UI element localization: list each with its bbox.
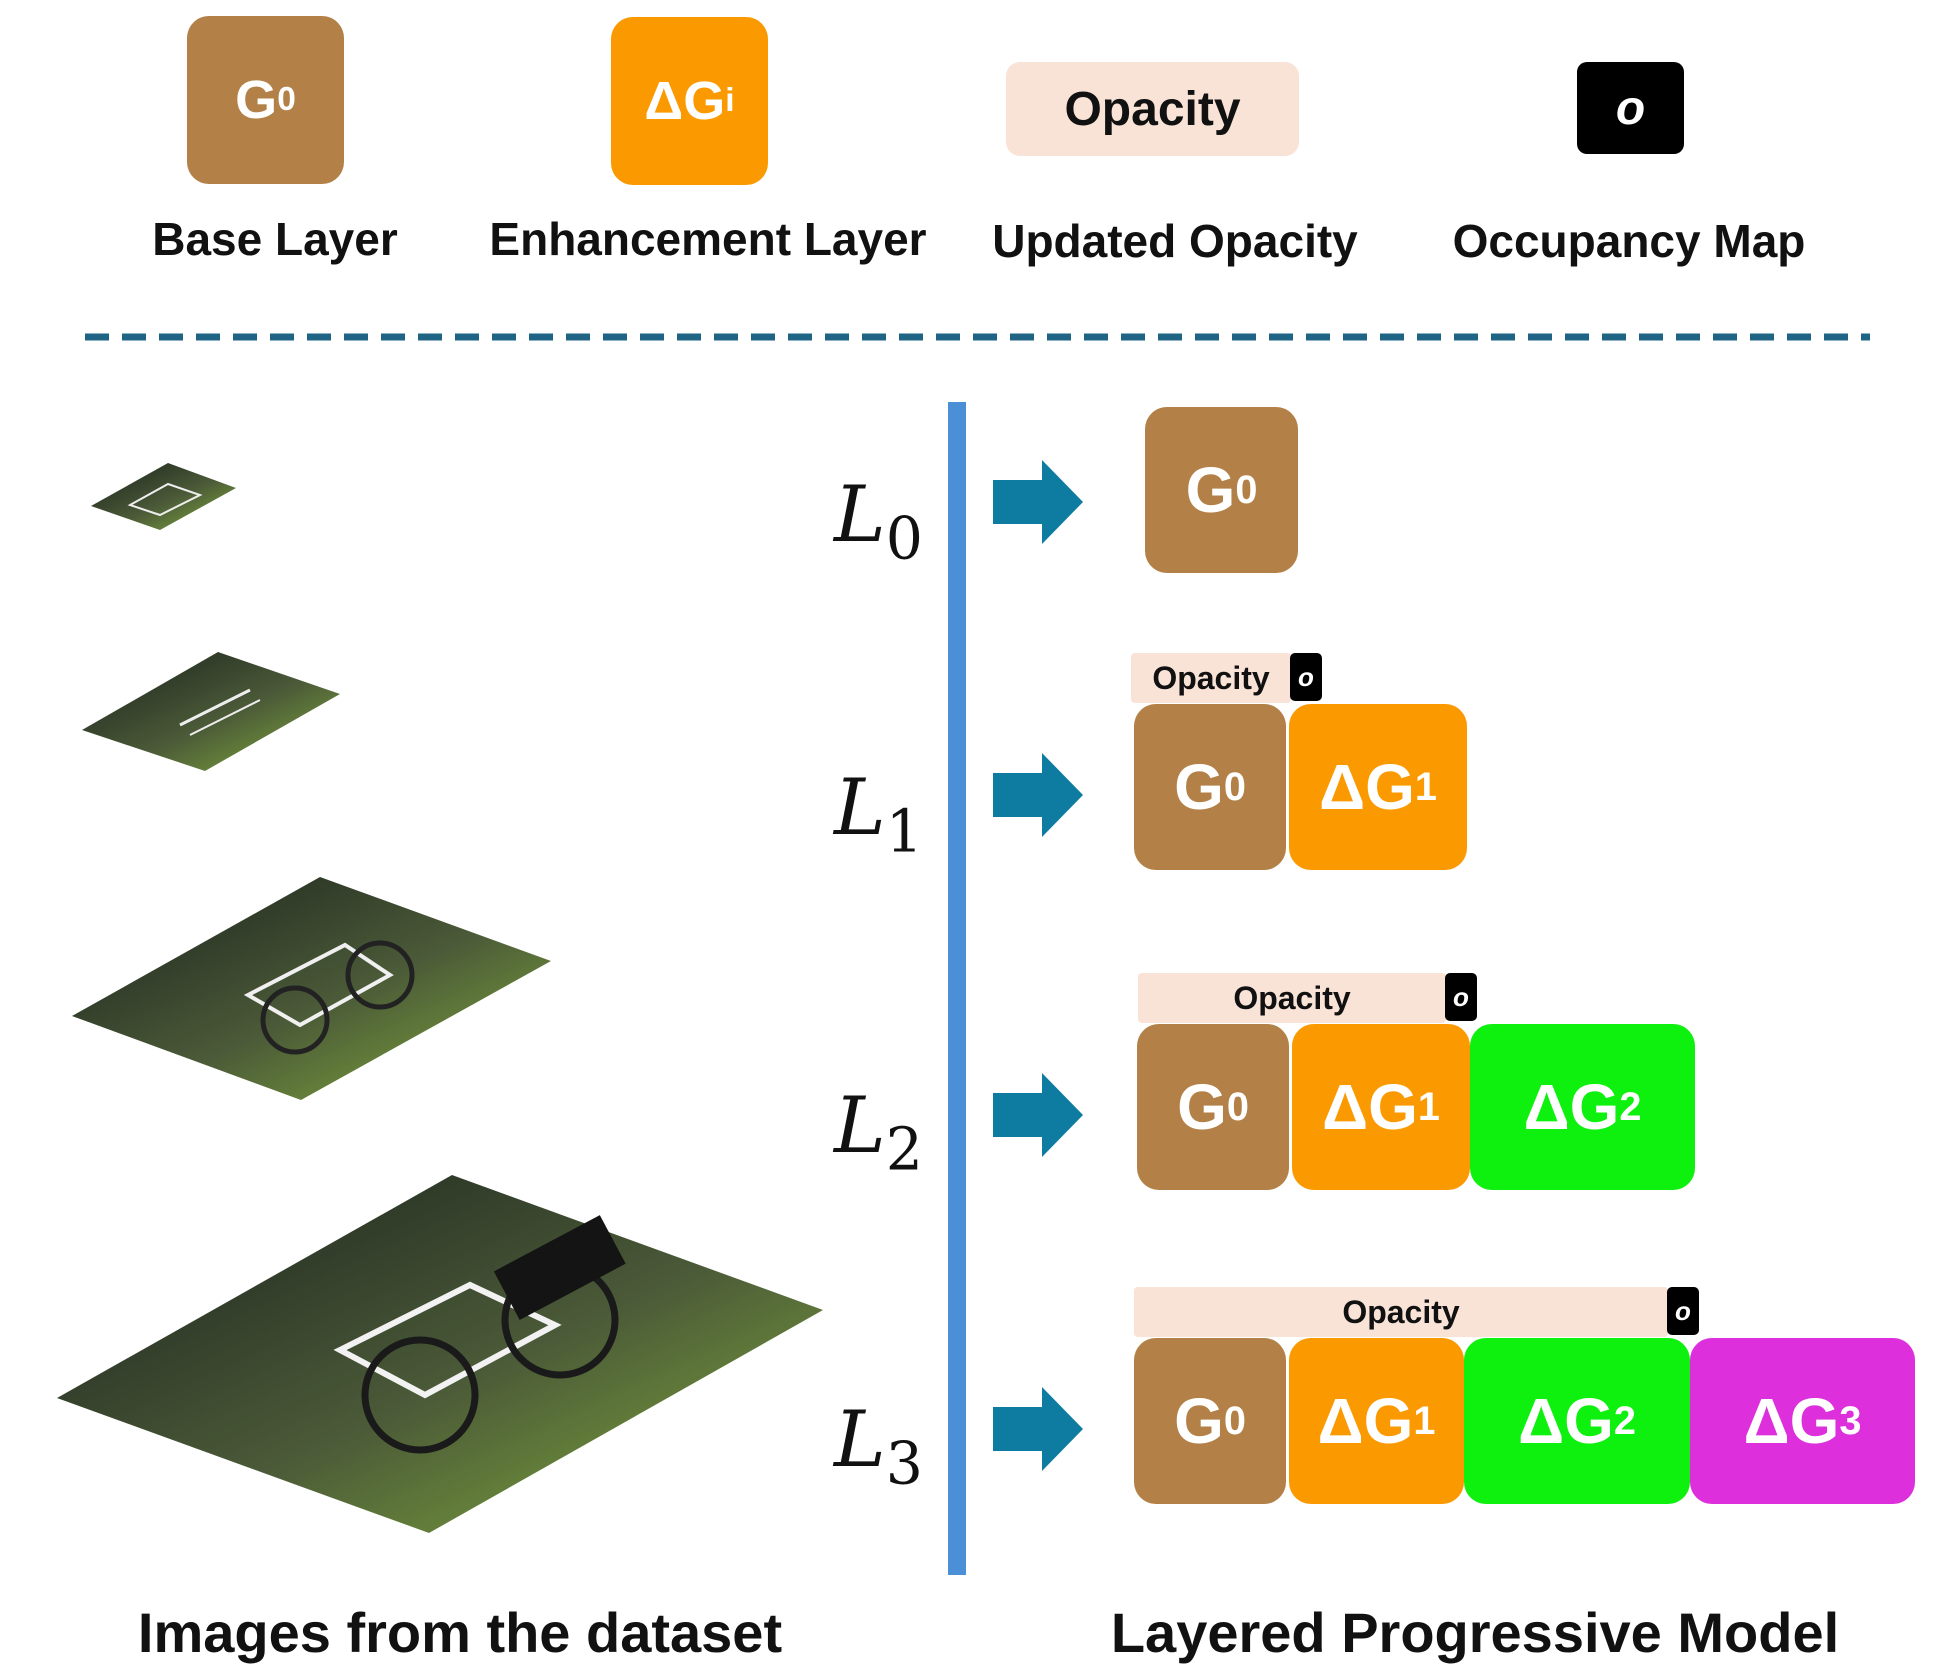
dataset-image-l2 xyxy=(72,877,551,1100)
block-glyph: ΔG xyxy=(1317,1385,1414,1457)
l3-enhancement-1-block: ΔG 1 xyxy=(1289,1338,1464,1504)
dataset-image-l1 xyxy=(82,652,340,771)
block-glyph: G xyxy=(1185,454,1236,526)
l2-enhancement-2-block: ΔG 2 xyxy=(1470,1024,1695,1190)
block-glyph: G xyxy=(1174,751,1224,823)
legend-enhancement-glyph: ΔG xyxy=(644,71,726,131)
dataset-images-title: Images from the dataset xyxy=(137,1601,783,1664)
level-sub: 3 xyxy=(885,1429,924,1498)
l3-enhancement-3-block: ΔG 3 xyxy=(1690,1338,1915,1504)
legend-enhancement-label: Enhancement Layer xyxy=(489,213,927,265)
l3-occupancy-map: o xyxy=(1667,1287,1699,1335)
level-symbol: L xyxy=(834,763,886,853)
l1-occupancy-map: o xyxy=(1290,653,1322,701)
vertical-separator xyxy=(948,402,966,1575)
image-stack xyxy=(57,463,823,1533)
dataset-image-l3 xyxy=(57,1175,823,1533)
block-glyph: ΔG xyxy=(1743,1385,1840,1457)
right-arrow-icon xyxy=(993,1073,1083,1157)
l2-opacity-bar: Opacity xyxy=(1138,973,1446,1023)
dataset-image-l0 xyxy=(91,463,236,530)
block-glyph: G xyxy=(1177,1071,1227,1143)
level-sub: 2 xyxy=(885,1115,924,1184)
l3-enhancement-2-block: ΔG 2 xyxy=(1464,1338,1690,1504)
l3-opacity-bar: Opacity xyxy=(1134,1287,1668,1337)
level-sub: 0 xyxy=(885,504,924,573)
legend-enhancement-swatch: ΔG i xyxy=(611,17,768,185)
level-label-l0: L0 xyxy=(834,470,923,568)
l1-opacity-bar: Opacity xyxy=(1131,653,1291,703)
level-symbol: L xyxy=(834,1395,886,1485)
level-label-l3: L3 xyxy=(834,1395,923,1493)
block-glyph: ΔG xyxy=(1523,1071,1620,1143)
level-label-l2: L2 xyxy=(834,1081,923,1179)
block-glyph: ΔG xyxy=(1319,751,1415,823)
legend-opacity-label: Updated Opacity xyxy=(992,215,1358,267)
right-arrow-icon xyxy=(993,1387,1083,1471)
right-arrow-icon xyxy=(993,460,1083,544)
arrows-layer xyxy=(993,460,1083,1471)
l2-enhancement-1-block: ΔG 1 xyxy=(1292,1024,1470,1190)
level-symbol: L xyxy=(834,470,886,560)
right-arrow-icon xyxy=(993,753,1083,837)
legend-base-glyph: G xyxy=(235,70,278,130)
legend-base-label: Base Layer xyxy=(152,213,398,265)
l2-occupancy-map: o xyxy=(1445,973,1477,1021)
l1-enhancement-1-block: ΔG 1 xyxy=(1289,704,1467,870)
layered-model-title: Layered Progressive Model xyxy=(1110,1601,1840,1664)
block-glyph: ΔG xyxy=(1518,1385,1614,1457)
dashed-divider xyxy=(85,333,1870,341)
level-sub: 1 xyxy=(885,797,924,866)
level-label-l1: L1 xyxy=(834,763,923,861)
legend-occupancy-swatch: o xyxy=(1577,62,1684,154)
legend-opacity-swatch: Opacity xyxy=(1006,62,1299,156)
legend-occupancy-label: Occupancy Map xyxy=(1452,215,1806,267)
block-glyph: ΔG xyxy=(1322,1071,1418,1143)
block-glyph: G xyxy=(1174,1385,1224,1457)
level-symbol: L xyxy=(834,1081,886,1171)
